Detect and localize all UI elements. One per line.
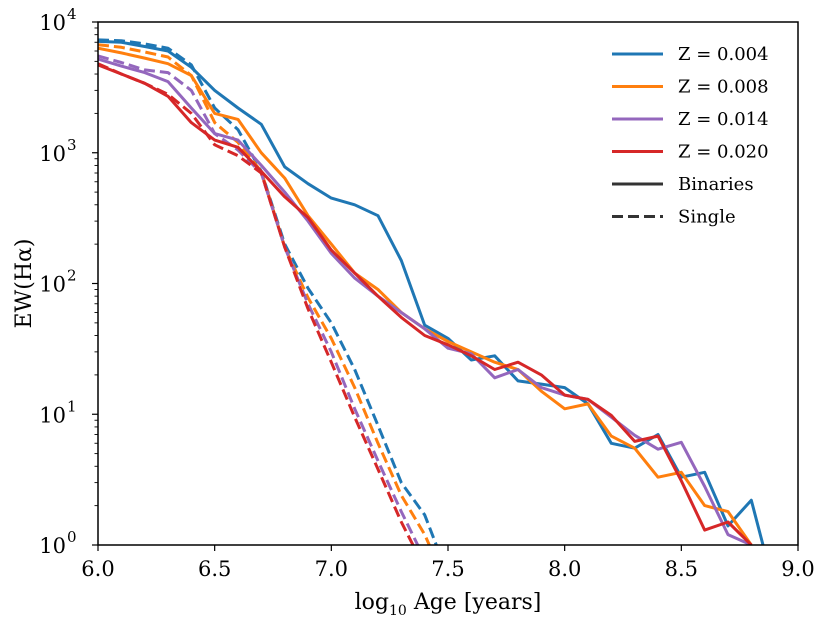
x-tick-label: 6.0 bbox=[81, 557, 114, 581]
series-line-z-0-020-single bbox=[98, 62, 415, 545]
legend-label-z-0-004: Z = 0.004 bbox=[678, 44, 769, 65]
series-line-z-0-008-binaries bbox=[98, 46, 753, 545]
y-tick-exponent: 3 bbox=[67, 136, 77, 154]
x-axis-label-sub: 10 bbox=[389, 603, 407, 619]
y-tick-label: 10 bbox=[39, 11, 66, 35]
legend-label-z-0-014: Z = 0.014 bbox=[678, 109, 769, 130]
series-line-z-0-014-single bbox=[98, 54, 420, 545]
legend: Z = 0.004 Z = 0.008 Z = 0.014 Z = 0.020 Bina… bbox=[612, 44, 769, 228]
y-tick-exponent: 1 bbox=[67, 397, 77, 415]
y-tick-exponent: 0 bbox=[67, 528, 77, 546]
x-tick-label: 6.5 bbox=[198, 557, 231, 581]
series-line-z-0-004-single bbox=[98, 38, 438, 545]
y-axis-label: EW(Hα) bbox=[12, 239, 37, 329]
y-tick-label: 10 bbox=[39, 142, 66, 166]
series-layer bbox=[98, 38, 765, 545]
x-tick-label: 7.0 bbox=[315, 557, 348, 581]
legend-label-z-0-008: Z = 0.008 bbox=[678, 77, 769, 98]
x-tick-label: 9.0 bbox=[781, 557, 814, 581]
x-axis-label: log10 Age [years] bbox=[355, 590, 542, 619]
series-line-z-0-020-binaries bbox=[98, 63, 753, 545]
y-tick-label: 10 bbox=[39, 273, 66, 297]
x-tick-label: 8.5 bbox=[665, 557, 698, 581]
x-axis-label-main: log bbox=[355, 590, 389, 615]
x-axis-label-rest: Age [years] bbox=[407, 590, 542, 615]
legend-label-single: Single bbox=[678, 207, 736, 228]
y-tick-exponent: 2 bbox=[67, 267, 77, 285]
y-tick-exponent: 4 bbox=[67, 5, 77, 23]
x-tick-label: 8.0 bbox=[548, 557, 581, 581]
legend-label-z-0-020: Z = 0.020 bbox=[678, 142, 769, 163]
y-tick-label: 10 bbox=[39, 403, 66, 427]
x-tick-label: 7.5 bbox=[431, 557, 464, 581]
y-tick-label: 10 bbox=[39, 534, 66, 558]
legend-label-binaries: Binaries bbox=[678, 174, 754, 195]
